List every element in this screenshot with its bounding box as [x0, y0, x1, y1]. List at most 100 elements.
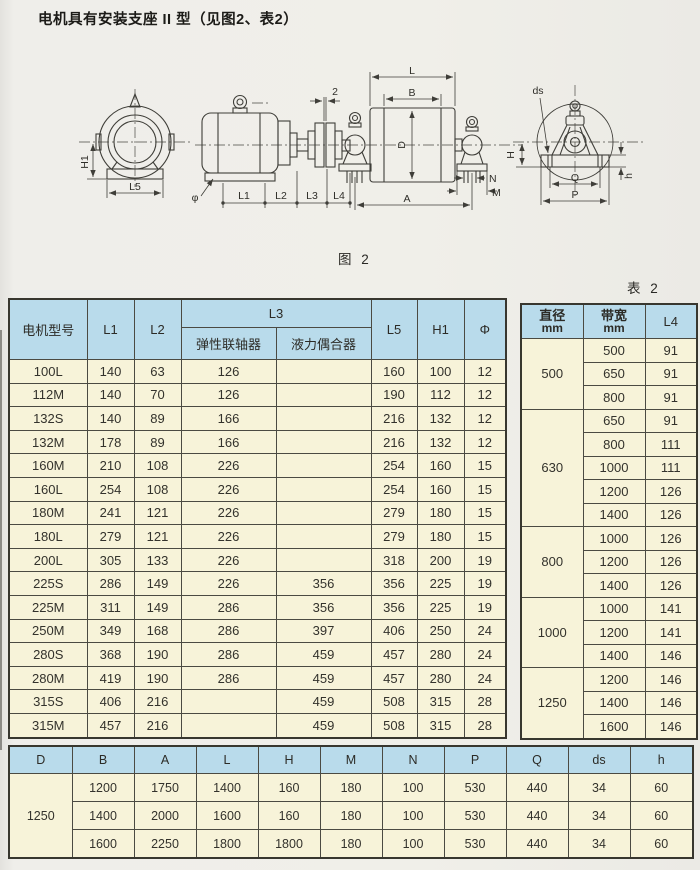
value-cell: 108	[133, 476, 182, 502]
value-cell: 126	[644, 549, 698, 574]
dim-label-l2: L2	[275, 190, 287, 202]
motor-model-cell: 160L	[8, 476, 88, 502]
motor-model-cell: 180L	[8, 524, 88, 549]
dim-label-l1: L1	[238, 190, 250, 202]
motor-model-cell: 280S	[8, 642, 88, 667]
column-header-fluid-coupling: 液力偶合器	[275, 327, 372, 360]
value-cell: 280	[416, 665, 465, 691]
table-row: 100L 140 63 126 160 100 12	[8, 359, 507, 384]
value-cell: 2000	[133, 801, 197, 830]
value-cell: 190	[133, 665, 182, 691]
value-cell: 508	[370, 689, 418, 714]
value-cell: 160	[257, 773, 321, 802]
value-cell: 132	[416, 429, 465, 455]
value-cell: 100	[416, 359, 465, 384]
dimension-lines	[87, 72, 626, 210]
value-cell: 280	[416, 642, 465, 667]
table-row: 1400 2000 1600 160 180 100 530 440 34 60	[9, 801, 694, 830]
value-cell: 89	[133, 429, 182, 455]
value-cell: 440	[505, 829, 569, 859]
motor-model-cell: 225S	[8, 571, 88, 596]
value-cell: 133	[133, 547, 182, 573]
value-cell: 1800	[257, 829, 321, 859]
table-row: 1400 126	[521, 502, 698, 527]
value-cell: 459	[275, 689, 372, 714]
value-cell: 100	[381, 773, 445, 802]
value-cell: 168	[133, 618, 182, 644]
value-cell	[275, 524, 372, 549]
value-cell: 112	[416, 382, 465, 408]
diameter-cell: 800	[520, 526, 584, 598]
table-row: 225S 286 149 226 356 356 225 19	[8, 571, 507, 596]
value-cell: 1000	[582, 526, 646, 551]
value-cell: 15	[463, 476, 507, 502]
value-cell	[275, 406, 372, 431]
value-cell: 226	[180, 476, 277, 502]
value-cell: 19	[463, 547, 507, 573]
value-cell: 530	[443, 773, 507, 802]
header-row: 电机型号 L1 L2 L3 L5 H1 Φ	[8, 298, 507, 360]
value-cell: 800	[582, 432, 646, 457]
value-cell: 15	[463, 524, 507, 549]
value-cell: 63	[133, 359, 182, 384]
value-cell: 530	[443, 801, 507, 830]
value-cell: 111	[644, 455, 698, 480]
value-cell: 286	[180, 665, 277, 691]
dim-label-l3: L3	[306, 190, 318, 202]
dimension-labels: H1 L5 φ L1 L2 L3 L4 2 L B D A N M ds H Q…	[79, 65, 635, 205]
value-cell	[275, 359, 372, 384]
column-header: A	[133, 745, 197, 774]
value-cell	[180, 689, 277, 714]
value-cell: 1200	[582, 620, 646, 645]
value-cell: 1400	[71, 801, 135, 830]
value-cell: 166	[180, 429, 277, 455]
motor-model-cell: 200L	[8, 547, 88, 573]
value-cell: 254	[86, 476, 135, 502]
value-cell: 459	[275, 665, 372, 691]
value-cell: 126	[180, 359, 277, 384]
table-row: 160L 254 108 226 254 160 15	[8, 476, 507, 502]
value-cell: 146	[644, 643, 698, 668]
table-row: 225M 311 149 286 356 356 225 19	[8, 594, 507, 620]
diameter-cell: 630	[520, 408, 584, 527]
value-cell: 1400	[582, 643, 646, 668]
motor-model-cell: 112M	[8, 382, 88, 408]
dim-label-q: Q	[571, 172, 579, 184]
value-cell: 140	[86, 359, 135, 384]
value-cell: 1600	[195, 801, 259, 830]
column-header: h	[629, 745, 694, 774]
value-cell: 286	[86, 571, 135, 596]
value-cell: 1400	[582, 690, 646, 715]
motor-model-cell: 315M	[8, 712, 88, 739]
value-cell: 1400	[195, 773, 259, 802]
table-row: 1400 126	[521, 573, 698, 598]
value-cell: 356	[370, 594, 418, 620]
value-cell: 166	[180, 406, 277, 431]
value-cell: 180	[416, 500, 465, 526]
scan-edge-artifact	[0, 330, 2, 750]
table-row: 160M 210 108 226 254 160 15	[8, 453, 507, 478]
value-cell: 397	[275, 618, 372, 644]
column-header: P	[443, 745, 507, 774]
value-cell: 457	[370, 642, 418, 667]
table-row: 800 1000 126	[520, 526, 698, 598]
value-cell: 1200	[582, 479, 646, 504]
value-cell: 1000	[582, 455, 646, 480]
value-cell: 406	[86, 689, 135, 714]
value-cell: 500	[582, 338, 646, 363]
table-row: 1200 126	[521, 549, 698, 574]
value-cell: 180	[319, 829, 383, 859]
table-row: 250M 349 168 286 397 406 250 24	[8, 618, 507, 644]
motor-model-cell: 250M	[8, 618, 88, 644]
table-row: 1600 146	[521, 714, 698, 739]
value-cell: 1200	[582, 549, 646, 574]
table-row: 800 111	[521, 432, 698, 457]
table-row: 1200 126	[521, 479, 698, 504]
value-cell: 225	[416, 571, 465, 596]
value-cell: 89	[133, 406, 182, 431]
value-cell: 126	[644, 526, 698, 551]
value-cell: 190	[370, 382, 418, 408]
value-cell: 1600	[582, 714, 646, 739]
value-cell: 216	[133, 712, 182, 739]
